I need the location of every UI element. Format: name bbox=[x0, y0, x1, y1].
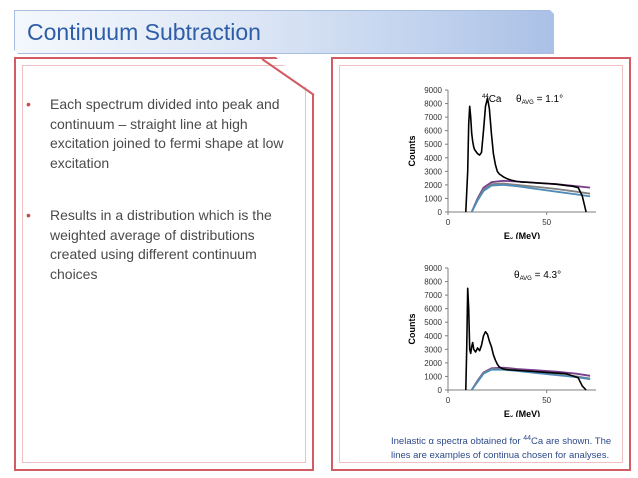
bullet-marker: • bbox=[26, 207, 31, 223]
caption-element: Ca bbox=[531, 436, 544, 448]
y-axis-label: Counts bbox=[407, 136, 417, 167]
caption-mass: 44 bbox=[523, 435, 532, 442]
spectrum-series bbox=[465, 287, 587, 391]
x-axis-label: Ex (MeV) bbox=[504, 231, 540, 239]
y-tick-label: 7000 bbox=[424, 291, 442, 300]
angle-label: θAVG = 1.1° bbox=[516, 94, 563, 106]
y-tick-label: 4000 bbox=[424, 332, 442, 341]
x-axis-label: Ex (MeV) bbox=[504, 409, 540, 417]
spectrum-chart-2: 0 1000 2000 3000 4000 5000 6000 7000 8000 9000 0 50… bbox=[407, 264, 596, 417]
y-tick-label: 0 bbox=[438, 208, 443, 217]
x-tick-label: 50 bbox=[542, 396, 551, 405]
title-bar: Continuum Subtraction bbox=[14, 10, 556, 54]
y-tick-label: 2000 bbox=[424, 181, 442, 190]
y-tick-label: 3000 bbox=[424, 167, 442, 176]
y-tick-label: 6000 bbox=[424, 127, 442, 136]
bullet-text: Each spectrum divided into peak and cont… bbox=[50, 96, 284, 171]
y-tick-label: 0 bbox=[438, 386, 443, 395]
right-panel-inner-border bbox=[339, 65, 623, 463]
x-tick-label: 0 bbox=[446, 396, 451, 405]
isotope-label: 44Ca bbox=[482, 94, 502, 105]
y-tick-label: 3000 bbox=[424, 345, 442, 354]
x-tick-label: 0 bbox=[446, 218, 451, 227]
y-tick-label: 8000 bbox=[424, 278, 442, 287]
continuum-series bbox=[470, 184, 591, 213]
caption-prefix: Inelastic α spectra obtained for bbox=[391, 436, 524, 448]
y-tick-label: 5000 bbox=[424, 318, 442, 327]
slide-title: Continuum Subtraction bbox=[27, 19, 261, 45]
left-text-panel bbox=[14, 57, 314, 471]
y-tick-label: 9000 bbox=[424, 86, 442, 95]
spectrum-series bbox=[465, 97, 587, 213]
caption-suffix: are shown. The lines are examples of con… bbox=[391, 436, 612, 462]
y-tick-label: 9000 bbox=[424, 264, 442, 273]
y-tick-label: 2000 bbox=[424, 359, 442, 368]
y-tick-label: 4000 bbox=[424, 154, 442, 163]
left-panel-inner-border bbox=[22, 65, 306, 463]
y-tick-label: 1000 bbox=[424, 372, 442, 381]
spectrum-chart-1: 0 1000 2000 3000 4000 5000 6000 7000 8000 9000 0 50… bbox=[407, 86, 596, 239]
y-tick-label: 8000 bbox=[424, 100, 442, 109]
angle-label: θAVG = 4.3° bbox=[514, 270, 561, 282]
y-tick-label: 5000 bbox=[424, 140, 442, 149]
x-tick-label: 50 bbox=[542, 218, 551, 227]
bullet-marker: • bbox=[26, 96, 31, 112]
y-tick-label: 6000 bbox=[424, 305, 442, 314]
y-tick-label: 7000 bbox=[424, 113, 442, 122]
figure-caption: Inelastic α spectra obtained for 44Ca ar… bbox=[391, 432, 623, 463]
bullet-text: Results in a distribution which is the w… bbox=[50, 207, 272, 282]
y-tick-label: 1000 bbox=[424, 194, 442, 203]
right-figure-panel bbox=[331, 57, 631, 471]
y-axis-label: Counts bbox=[407, 314, 417, 345]
